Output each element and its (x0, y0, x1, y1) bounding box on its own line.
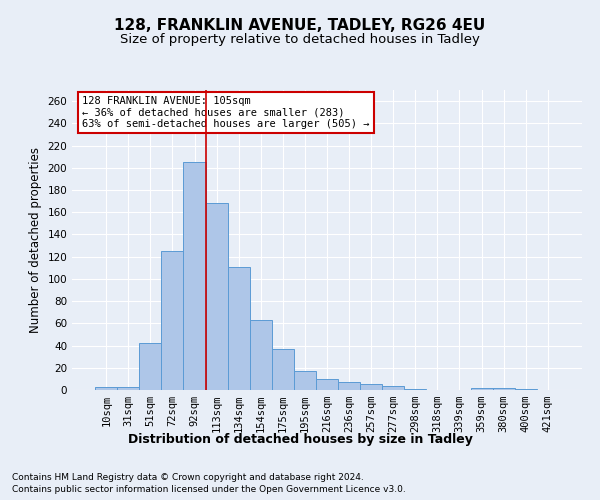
Bar (294, 371, 316, 390)
Bar (382, 386, 404, 390)
Bar (316, 379, 338, 390)
Bar (493, 388, 515, 390)
Y-axis label: Number of detached properties: Number of detached properties (29, 147, 42, 333)
Bar (206, 204, 227, 390)
Bar (250, 320, 272, 390)
Bar (404, 389, 427, 390)
Bar (139, 344, 161, 390)
Text: Size of property relative to detached houses in Tadley: Size of property relative to detached ho… (120, 32, 480, 46)
Bar (184, 162, 206, 390)
Text: 128 FRANKLIN AVENUE: 105sqm
← 36% of detached houses are smaller (283)
63% of se: 128 FRANKLIN AVENUE: 105sqm ← 36% of det… (82, 96, 370, 129)
Bar (161, 251, 184, 390)
Bar (95, 386, 117, 390)
Bar (470, 388, 493, 390)
Text: Contains public sector information licensed under the Open Government Licence v3: Contains public sector information licen… (12, 485, 406, 494)
Text: Distribution of detached houses by size in Tadley: Distribution of detached houses by size … (128, 432, 472, 446)
Text: Contains HM Land Registry data © Crown copyright and database right 2024.: Contains HM Land Registry data © Crown c… (12, 472, 364, 482)
Bar (515, 389, 537, 390)
Bar (272, 349, 294, 390)
Bar (117, 386, 139, 390)
Bar (227, 266, 250, 390)
Bar (360, 384, 382, 390)
Bar (338, 382, 360, 390)
Text: 128, FRANKLIN AVENUE, TADLEY, RG26 4EU: 128, FRANKLIN AVENUE, TADLEY, RG26 4EU (115, 18, 485, 32)
